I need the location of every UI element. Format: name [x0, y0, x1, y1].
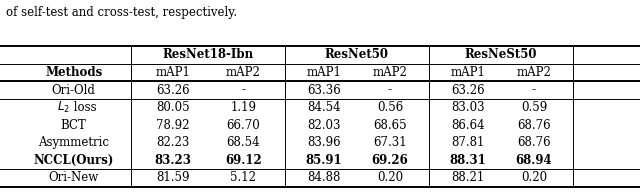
Text: 83.96: 83.96 — [307, 136, 340, 149]
Text: ResNet50: ResNet50 — [325, 48, 389, 61]
Text: 68.54: 68.54 — [227, 136, 260, 149]
Text: mAP1: mAP1 — [451, 66, 485, 79]
Text: 87.81: 87.81 — [451, 136, 484, 149]
Text: ResNeSt50: ResNeSt50 — [465, 48, 537, 61]
Text: -: - — [388, 84, 392, 97]
Text: ResNet18-Ibn: ResNet18-Ibn — [163, 48, 253, 61]
Text: 81.59: 81.59 — [156, 171, 189, 185]
Text: 68.94: 68.94 — [516, 154, 552, 167]
Text: 5.12: 5.12 — [230, 171, 257, 185]
Text: 67.31: 67.31 — [373, 136, 407, 149]
Text: mAP2: mAP2 — [372, 66, 407, 79]
Text: 68.76: 68.76 — [517, 136, 551, 149]
Text: Ori-Old: Ori-Old — [52, 84, 95, 97]
Text: 68.76: 68.76 — [517, 119, 551, 132]
Text: 83.23: 83.23 — [154, 154, 191, 167]
Text: 69.12: 69.12 — [225, 154, 262, 167]
Text: 68.65: 68.65 — [373, 119, 407, 132]
Text: 85.91: 85.91 — [305, 154, 342, 167]
Text: 66.70: 66.70 — [227, 119, 260, 132]
Text: $L_2$: $L_2$ — [58, 100, 70, 115]
Text: 0.20: 0.20 — [521, 171, 547, 185]
Text: 78.92: 78.92 — [156, 119, 189, 132]
Text: 88.31: 88.31 — [449, 154, 486, 167]
Text: 86.64: 86.64 — [451, 119, 484, 132]
Text: loss: loss — [70, 101, 97, 114]
Text: -: - — [532, 84, 536, 97]
Text: 63.36: 63.36 — [307, 84, 340, 97]
Text: mAP1: mAP1 — [307, 66, 341, 79]
Text: 82.03: 82.03 — [307, 119, 340, 132]
Text: 63.26: 63.26 — [451, 84, 484, 97]
Text: Methods: Methods — [45, 66, 102, 79]
Text: 82.23: 82.23 — [156, 136, 189, 149]
Text: mAP2: mAP2 — [516, 66, 551, 79]
Text: 80.05: 80.05 — [156, 101, 189, 114]
Text: mAP2: mAP2 — [226, 66, 260, 79]
Text: 83.03: 83.03 — [451, 101, 484, 114]
Text: BCT: BCT — [61, 119, 86, 132]
Text: Asymmetric: Asymmetric — [38, 136, 109, 149]
Text: 84.54: 84.54 — [307, 101, 340, 114]
Text: 0.20: 0.20 — [377, 171, 403, 185]
Text: 1.19: 1.19 — [230, 101, 257, 114]
Text: mAP1: mAP1 — [156, 66, 190, 79]
Text: of self-test and cross-test, respectively.: of self-test and cross-test, respectivel… — [6, 6, 237, 19]
Text: NCCL(Ours): NCCL(Ours) — [33, 154, 114, 167]
Text: 63.26: 63.26 — [156, 84, 189, 97]
Text: Ori-New: Ori-New — [49, 171, 99, 185]
Text: 0.59: 0.59 — [521, 101, 547, 114]
Text: 88.21: 88.21 — [451, 171, 484, 185]
Text: 69.26: 69.26 — [372, 154, 408, 167]
Text: -: - — [241, 84, 245, 97]
Text: 0.56: 0.56 — [377, 101, 403, 114]
Text: 84.88: 84.88 — [307, 171, 340, 185]
